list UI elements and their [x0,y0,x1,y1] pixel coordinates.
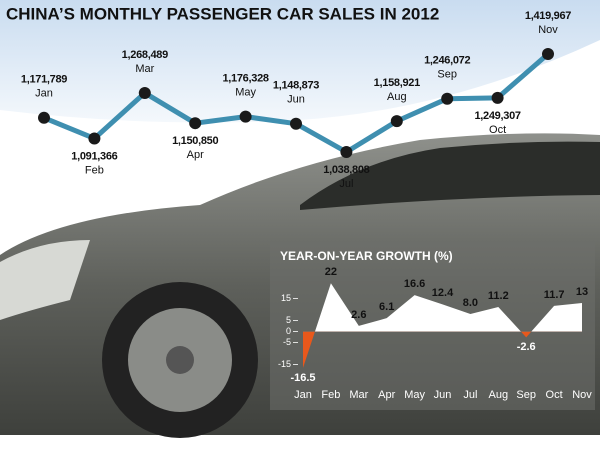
value-label: 6.1 [379,301,394,313]
value-label: -2.6 [517,341,536,353]
x-tick-label: Aug [489,389,509,401]
x-tick-label: Nov [572,389,592,401]
footer-band [0,435,600,462]
value-label: 1,176,328 [222,73,268,85]
car-hub [166,346,194,374]
value-label: 1,419,967 [525,10,571,22]
x-tick-label: Jul [463,389,477,401]
y-tick-label: 15 [281,293,291,303]
growth-area-positive [303,283,582,332]
sales-point [441,92,454,105]
month-label: Feb [85,164,104,176]
sales-point [239,110,252,123]
value-label: 1,268,489 [122,49,168,61]
value-label: 1,038,808 [323,164,369,176]
value-label: 12.4 [432,287,454,299]
month-label: Oct [489,124,506,136]
x-tick-label: Oct [546,389,563,401]
value-label: 1,158,921 [374,77,420,89]
month-label: Jun [287,94,305,106]
value-label: 11.2 [488,290,509,302]
month-label: Jan [35,88,53,100]
car-window [300,141,600,210]
y-tick-label: 0 [286,326,291,336]
month-label: Jul [339,178,353,190]
value-label: 11.7 [544,289,565,301]
sales-point [290,117,302,130]
value-label: 1,249,307 [474,110,520,122]
credit: GUILLERMO MUNRO / CHINA DAILY [433,437,594,448]
month-label: Apr [187,149,204,161]
month-label: Mar [135,63,154,75]
value-label: 8.0 [463,297,478,309]
sales-point [88,132,101,145]
value-label: -16.5 [290,372,315,384]
value-label: 1,091,366 [71,150,117,162]
value-label: 1,150,850 [172,135,218,147]
sales-point [189,117,202,130]
value-label: 1,171,789 [21,74,67,86]
month-label: May [235,87,256,99]
chart-title: CHINA’S MONTHLY PASSENGER CAR SALES IN 2… [6,4,439,23]
y-tick-label: -5 [283,337,291,347]
growth-title: YEAR-ON-YEAR GROWTH (%) [280,249,453,263]
value-label: 2.6 [351,309,366,321]
sales-point [390,115,403,128]
y-tick-label: 5 [286,315,291,325]
value-label: 16.6 [404,278,425,290]
value-label: 1,246,072 [424,55,470,67]
car-headlight [0,240,90,320]
sales-point [138,86,151,99]
month-label: Aug [387,91,407,103]
sales-point [542,48,554,60]
source: Source: China Association of [4,435,126,446]
x-tick-label: Apr [378,389,395,401]
value-label: 22 [325,266,337,278]
value-label: 1,148,873 [273,80,319,92]
y-tick-label: -15 [278,359,291,369]
x-tick-label: Jan [294,389,312,401]
month-label: Nov [538,24,558,36]
source: Automobile Manufacturers [4,446,115,457]
sales-point [491,91,504,104]
x-tick-label: Sep [516,389,536,401]
x-tick-label: May [404,389,425,401]
x-tick-label: Jun [434,389,452,401]
month-label: Sep [437,69,457,81]
value-label: 13 [576,286,588,298]
sales-point [340,146,353,158]
x-tick-label: Feb [321,389,340,401]
sales-point [38,111,50,124]
x-tick-label: Mar [349,389,368,401]
